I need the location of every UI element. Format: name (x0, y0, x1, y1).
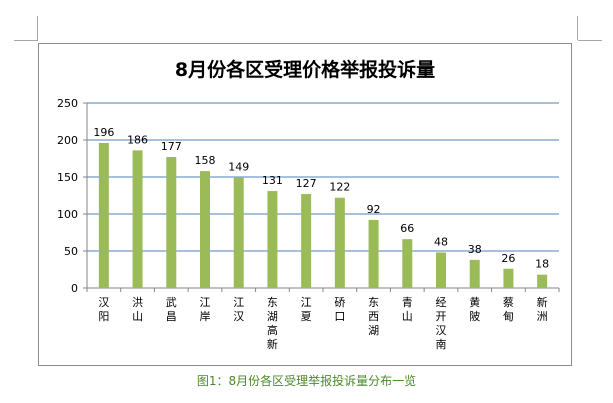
data-label: 18 (535, 258, 549, 271)
data-label: 122 (329, 181, 350, 194)
data-label: 38 (468, 243, 482, 256)
x-tick-label: 新洲 (537, 295, 548, 323)
bar (402, 239, 413, 288)
y-tick-label: 250 (57, 97, 78, 110)
chart-frame: 8月份各区受理价格举报投诉量 0 50 100 150 200 250 196 186 177… (38, 43, 572, 366)
data-label: 127 (296, 177, 317, 190)
bar (132, 150, 143, 288)
data-label: 26 (501, 252, 515, 265)
bar (301, 194, 312, 288)
x-tick-label: 经开汉南 (436, 296, 447, 351)
x-tick-label: 汉阳 (98, 296, 109, 323)
x-tick-label: 江汉 (233, 296, 244, 323)
y-tick-label: 150 (57, 171, 78, 184)
data-label: 131 (262, 174, 283, 187)
data-label: 66 (400, 222, 414, 235)
bar (436, 252, 446, 288)
x-tick-label: 洪山 (132, 295, 143, 323)
bar (503, 268, 514, 288)
bar-chart: 8月份各区受理价格举报投诉量 0 50 100 150 200 250 196 186 177… (57, 58, 560, 351)
bar (334, 197, 345, 288)
crop-mark-top-left-v (37, 16, 38, 40)
chart-title: 8月份各区受理价格举报投诉量 (175, 58, 435, 81)
crop-mark-top-left-h (14, 40, 38, 41)
crop-mark-top-right-v (577, 16, 578, 40)
bar (233, 177, 244, 288)
bar (537, 274, 548, 288)
data-label: 149 (228, 161, 249, 174)
data-label: 196 (93, 126, 114, 139)
bar (267, 191, 278, 288)
bar (98, 142, 109, 288)
bar (166, 157, 177, 288)
bar (368, 219, 379, 288)
x-tick-label: 武昌 (166, 296, 177, 323)
x-tick-label: 蔡甸 (503, 296, 514, 323)
data-label: 92 (367, 203, 381, 216)
y-tick-label: 0 (71, 282, 78, 295)
bar (200, 171, 210, 288)
y-tick-label: 200 (57, 134, 78, 147)
y-tick-label: 50 (64, 245, 78, 258)
figure-caption: 图1：8月份各区受理举报投诉量分布一览 (196, 374, 417, 388)
x-tick-label: 东湖高新 (267, 296, 278, 351)
x-tick-label: 江夏 (301, 296, 312, 323)
x-tick-label: 硚口 (334, 296, 345, 323)
data-label: 177 (161, 140, 182, 153)
bar (469, 259, 480, 288)
crop-mark-top-right-h (578, 40, 602, 41)
x-tick-label: 黄陂 (469, 295, 480, 323)
data-label: 186 (127, 133, 148, 146)
x-tick-label: 青山 (402, 296, 413, 323)
data-label: 48 (434, 235, 448, 248)
x-tick-label: 东西湖 (368, 296, 379, 337)
data-label: 158 (195, 154, 216, 167)
y-tick-label: 100 (57, 208, 78, 221)
x-tick-label: 江岸 (200, 296, 211, 323)
